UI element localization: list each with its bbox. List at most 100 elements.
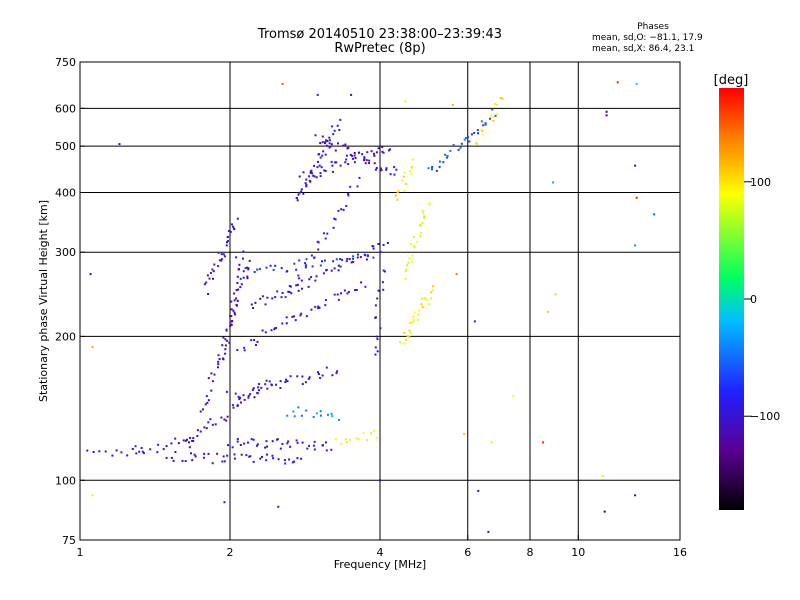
- echo-point: [225, 419, 228, 422]
- echo-point: [223, 418, 226, 421]
- echo-point: [402, 175, 405, 178]
- echo-point: [280, 296, 283, 299]
- echo-point: [265, 459, 268, 462]
- echo-point: [387, 149, 390, 152]
- echo-point: [397, 189, 400, 192]
- echo-point: [342, 144, 345, 147]
- echo-point: [138, 450, 141, 453]
- echo-point: [230, 300, 233, 303]
- echo-point: [313, 256, 316, 259]
- echo-point: [261, 455, 263, 458]
- echo-point: [91, 494, 94, 497]
- echo-point: [258, 389, 260, 392]
- echo-point: [324, 140, 327, 143]
- echo-point: [319, 175, 322, 178]
- echo-point: [314, 134, 317, 137]
- echo-point: [264, 446, 267, 449]
- echo-point: [157, 443, 160, 446]
- echo-point: [203, 452, 206, 455]
- echo-point: [452, 144, 455, 146]
- echo-point: [295, 284, 298, 287]
- echo-point: [325, 441, 327, 444]
- echo-point: [374, 353, 377, 356]
- echo-point: [207, 452, 210, 455]
- echo-point: [207, 399, 210, 402]
- y-tick-label: 600: [55, 102, 76, 115]
- echo-point: [305, 185, 308, 188]
- echo-point: [212, 277, 214, 280]
- echo-point: [224, 352, 227, 355]
- echo-point: [446, 155, 449, 157]
- echo-point: [177, 442, 180, 445]
- echo-point: [221, 344, 224, 347]
- echo-point: [381, 150, 384, 153]
- echo-point: [403, 342, 406, 345]
- echo-point: [413, 244, 416, 247]
- echo-point: [259, 457, 262, 460]
- echo-point: [350, 261, 353, 264]
- echo-point: [406, 264, 409, 267]
- echo-point: [382, 151, 385, 154]
- echo-point: [372, 256, 375, 259]
- colorbar-unit: [deg]: [714, 73, 749, 88]
- echo-point: [291, 461, 294, 464]
- echo-point: [253, 396, 256, 399]
- echo-point: [217, 360, 220, 363]
- echo-point: [463, 138, 466, 141]
- echo-point: [385, 167, 388, 170]
- echo-point: [300, 414, 303, 417]
- echo-point: [104, 450, 107, 453]
- echo-point: [396, 198, 399, 201]
- echo-point: [86, 449, 89, 452]
- echo-point: [206, 401, 209, 404]
- echo-point: [257, 386, 260, 389]
- echo-point: [296, 375, 299, 378]
- echo-point: [352, 257, 354, 260]
- echo-point: [285, 378, 287, 381]
- echo-point: [186, 438, 188, 441]
- echo-point: [298, 191, 301, 194]
- echo-point: [184, 460, 187, 462]
- y-tick-label: 750: [55, 56, 76, 69]
- echo-point: [431, 166, 434, 168]
- echo-point: [347, 163, 350, 166]
- echo-point: [375, 151, 378, 154]
- echo-point: [207, 421, 210, 424]
- echo-point: [170, 442, 173, 445]
- colorbar: [719, 88, 744, 510]
- y-axis-label: Stationary phase Virtual Height [km]: [37, 200, 50, 402]
- echo-point: [293, 315, 295, 318]
- echo-point: [243, 398, 246, 401]
- echo-point: [242, 250, 245, 253]
- echo-point: [409, 321, 412, 324]
- echo-point: [224, 344, 227, 347]
- echo-point: [242, 270, 245, 273]
- x-tick-label: 8: [527, 546, 534, 559]
- echo-point: [239, 286, 242, 289]
- echo-point: [423, 297, 426, 300]
- echo-point: [217, 363, 220, 366]
- echo-point: [305, 183, 308, 186]
- echo-point: [188, 441, 190, 444]
- echo-point: [605, 110, 608, 113]
- echo-point: [376, 338, 379, 341]
- echo-point: [482, 124, 485, 127]
- echo-point: [281, 82, 284, 85]
- echo-point: [375, 436, 378, 439]
- echo-point: [410, 243, 412, 245]
- echo-point: [211, 268, 214, 271]
- echo-point: [353, 152, 356, 154]
- echo-point: [634, 164, 637, 167]
- echo-point: [317, 248, 320, 251]
- echo-point: [256, 268, 259, 271]
- echo-point: [410, 260, 413, 263]
- echo-point: [111, 454, 114, 457]
- echo-point: [293, 460, 296, 463]
- echo-point: [467, 136, 470, 139]
- echo-point: [374, 168, 377, 171]
- echo-point: [142, 452, 145, 455]
- echo-point: [319, 410, 322, 413]
- echo-point: [334, 161, 337, 164]
- echo-point: [300, 188, 303, 191]
- echo-point: [269, 264, 272, 267]
